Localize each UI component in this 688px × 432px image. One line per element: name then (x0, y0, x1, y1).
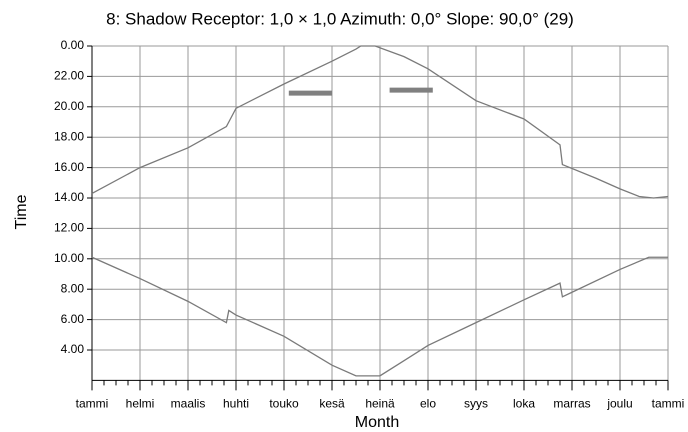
x-tick-label: elo (420, 397, 436, 411)
series-line (91, 45, 669, 199)
y-tick-label: 18.00 (54, 129, 84, 143)
y-tick-label: 8.00 (61, 281, 85, 295)
x-tick-label: tammi (76, 397, 109, 411)
x-axis-label: Month (355, 414, 399, 431)
y-tick-label: 20.00 (54, 99, 84, 113)
y-axis-label: Time (13, 194, 30, 229)
x-tick-label: helmi (126, 397, 155, 411)
x-tick-label: kesä (319, 397, 345, 411)
y-tick-label: 14.00 (54, 190, 84, 204)
x-tick-label: touko (269, 397, 299, 411)
chart-title: 8: Shadow Receptor: 1,0 × 1,0 Azimuth: 0… (106, 9, 574, 28)
x-tick-label: huhti (223, 397, 249, 411)
y-tick-label: 4.00 (61, 342, 85, 356)
x-tick-label: loka (513, 397, 535, 411)
y-tick-label: 10.00 (54, 251, 84, 265)
y-tick-label: 22.00 (54, 69, 84, 83)
x-tick-label: marras (553, 397, 590, 411)
x-tick-label: syys (464, 397, 488, 411)
y-tick-label: 16.00 (54, 160, 84, 174)
x-tick-label: heinä (365, 397, 395, 411)
y-tick-label: 12.00 (54, 221, 84, 235)
x-tick-label: joulu (606, 397, 632, 411)
y-tick-label: 0.00 (61, 38, 85, 52)
series-line (91, 256, 668, 377)
x-tick-label: maalis (171, 397, 206, 411)
y-tick-label: 6.00 (61, 312, 85, 326)
x-tick-label: tammi (652, 397, 685, 411)
